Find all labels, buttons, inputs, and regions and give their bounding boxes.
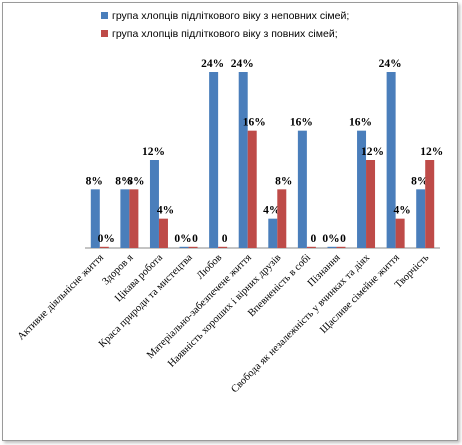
- bar-single-parent-0: [90, 189, 100, 248]
- data-label-two-parent-8: 0: [340, 233, 346, 245]
- data-label-two-parent-4: 0: [222, 233, 228, 245]
- bar-two-parent-3: [188, 246, 198, 248]
- bar-single-parent-11: [416, 189, 426, 248]
- x-tick-label-9: Свобода як незалежність у вчинках та дія…: [229, 252, 372, 395]
- x-tick-label-0: Активне діяльнісне життя: [16, 252, 106, 342]
- data-label-two-parent-6: 8%: [275, 175, 292, 187]
- data-label-single-parent-7: 16%: [290, 117, 313, 129]
- data-label-single-parent-4: 24%: [201, 58, 224, 70]
- bar-single-parent-2: [149, 160, 159, 248]
- legend-swatch-single-parent: [101, 12, 108, 19]
- bar-single-parent-8: [327, 246, 337, 248]
- bar-single-parent-4: [209, 72, 219, 248]
- bar-two-parent-4: [218, 246, 228, 248]
- bar-single-parent-1: [120, 189, 130, 248]
- bar-single-parent-5: [238, 72, 248, 248]
- bar-two-parent-7: [306, 246, 316, 248]
- data-label-two-parent-11: 12%: [420, 146, 443, 158]
- legend-swatch-two-parent: [101, 30, 108, 37]
- data-label-single-parent-3: 0%: [174, 233, 191, 245]
- data-label-two-parent-0: 0%: [98, 233, 115, 245]
- data-label-single-parent-0: 8%: [86, 175, 103, 187]
- bar-two-parent-0: [99, 246, 109, 248]
- bar-two-parent-6: [277, 189, 287, 248]
- data-label-two-parent-1: 8%: [127, 175, 144, 187]
- bar-two-parent-11: [425, 160, 435, 248]
- bar-single-parent-6: [268, 218, 278, 248]
- bar-two-parent-8: [336, 246, 346, 248]
- data-label-two-parent-2: 4%: [157, 205, 174, 217]
- data-label-single-parent-5: 24%: [231, 58, 254, 70]
- bar-single-parent-7: [297, 130, 307, 248]
- data-label-two-parent-10: 4%: [394, 205, 411, 217]
- legend: група хлопців підліткового віку з неповн…: [101, 10, 349, 40]
- data-label-single-parent-2: 12%: [142, 146, 165, 158]
- data-label-single-parent-10: 24%: [379, 58, 402, 70]
- bar-single-parent-9: [357, 130, 367, 248]
- data-label-single-parent-11: 8%: [411, 175, 428, 187]
- data-label-two-parent-3: 0: [192, 233, 198, 245]
- bar-single-parent-10: [386, 72, 396, 248]
- bar-two-parent-10: [395, 218, 405, 248]
- data-label-two-parent-7: 0: [311, 233, 317, 245]
- data-label-single-parent-6: 4%: [263, 205, 280, 217]
- data-label-two-parent-9: 12%: [361, 146, 384, 158]
- data-label-two-parent-5: 16%: [243, 117, 266, 129]
- data-label-single-parent-1: 8%: [115, 175, 132, 187]
- data-label-single-parent-9: 16%: [349, 117, 372, 129]
- chart-frame: [2, 2, 458, 441]
- bar-two-parent-2: [158, 218, 168, 248]
- bar-two-parent-9: [366, 160, 376, 248]
- data-label-single-parent-8: 0%: [322, 233, 339, 245]
- bar-two-parent-1: [129, 189, 139, 248]
- bar-single-parent-3: [179, 246, 189, 248]
- legend-label-single-parent: група хлопців підліткового віку з неповн…: [112, 10, 349, 22]
- bar-two-parent-5: [247, 130, 257, 248]
- legend-label-two-parent: група хлопців підліткового віку з повних…: [112, 28, 338, 40]
